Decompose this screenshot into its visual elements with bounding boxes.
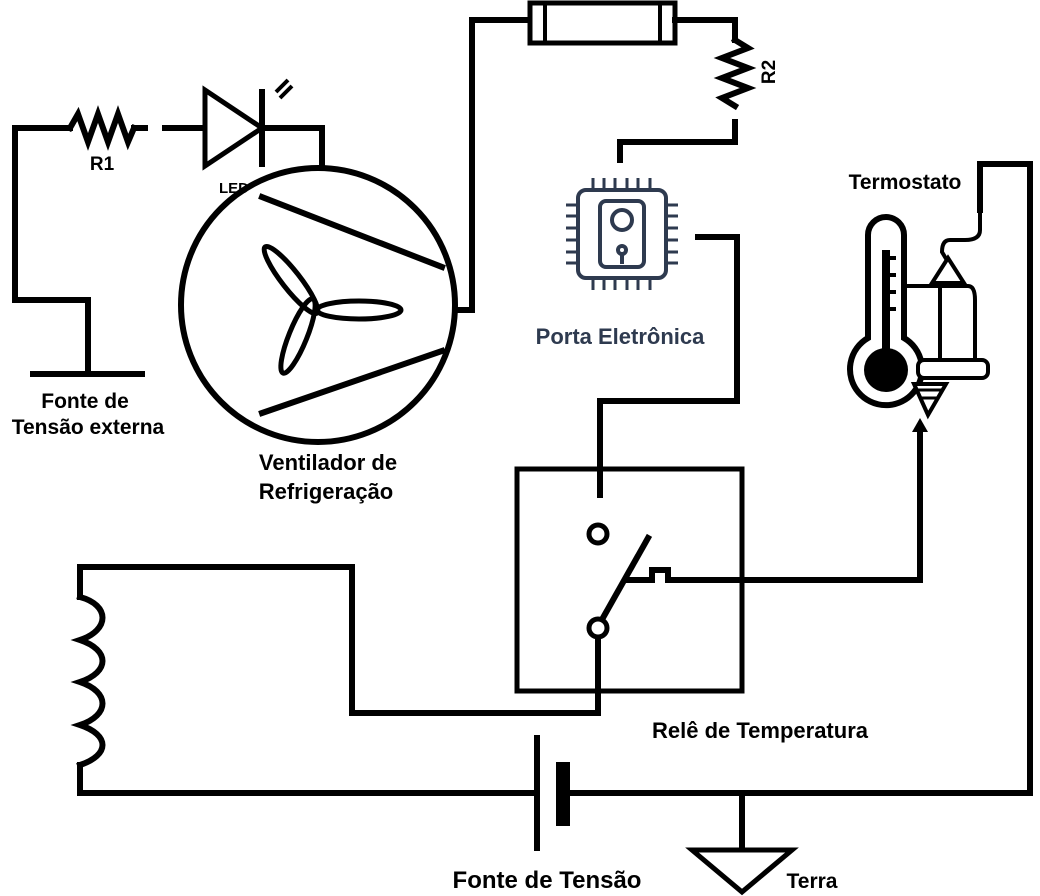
electronic-gate [566,178,678,290]
thermostat [847,210,990,420]
ground-icon [685,847,799,896]
external-source-branch [12,125,145,377]
resistor-icon [713,35,757,111]
fuse [527,0,738,46]
cooling-fan [178,17,533,445]
ground [685,790,799,896]
external-source-label-line2: Tensão externa [12,416,165,439]
fan-label-line2: Refrigeração [259,479,394,504]
electronic-gate-label: Porta Eletrônica [536,324,705,349]
voltage-source [534,161,1033,851]
led-icon [202,85,267,171]
voltage-source-label: Fonte de Tensão [453,867,642,894]
inductor [70,593,538,796]
fan-blades [261,243,404,376]
ground-label: Terra [787,870,838,893]
r1-label: R1 [90,154,115,175]
temperature-relay [77,418,928,716]
fuse-icon [527,0,678,46]
thermostat-label: Termostato [849,171,962,194]
r2-label: R2 [759,60,780,84]
resistor-r2 [617,35,757,163]
fan-label-line1: Ventilador de [259,450,397,475]
led [202,78,325,186]
resistor-r1 [65,105,208,151]
external-source-label-line1: Fonte de [41,390,129,413]
led-label: LED [219,180,249,197]
chip-icon [576,188,668,280]
relay-label: Relê de Temperatura [652,718,869,743]
inductor-icon [70,593,106,769]
resistor-icon [65,105,138,151]
